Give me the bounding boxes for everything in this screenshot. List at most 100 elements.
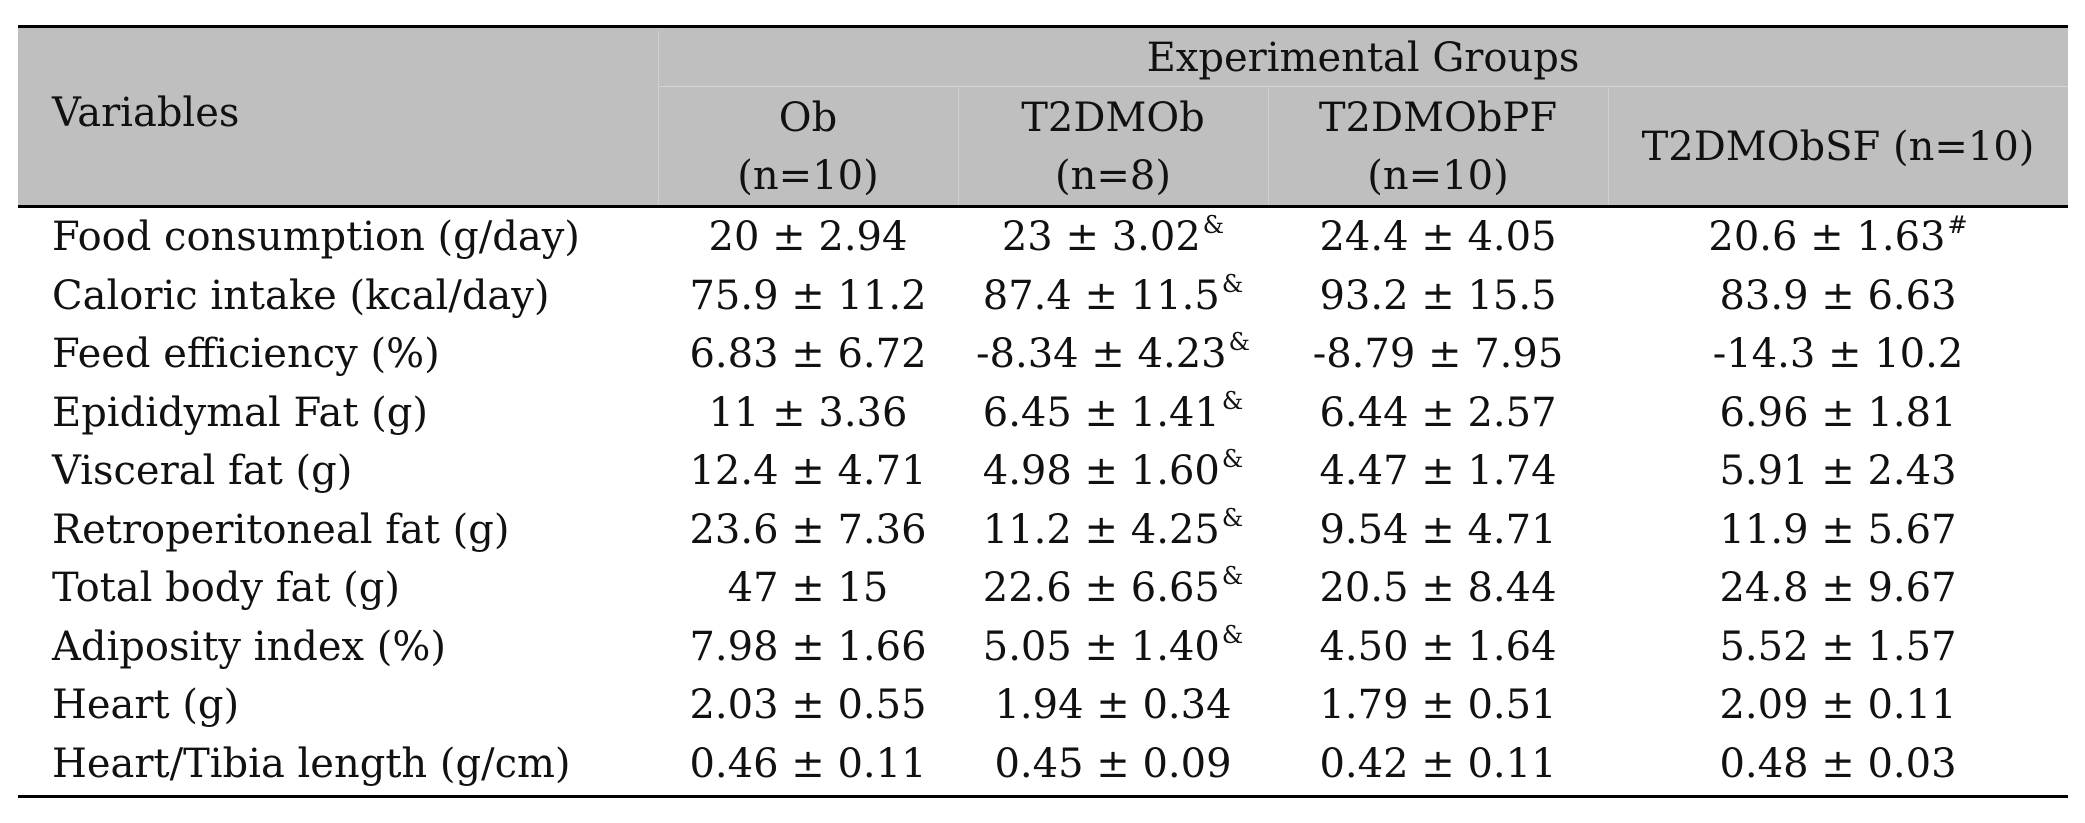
table-cell: 20.5 ± 8.44: [1268, 559, 1608, 618]
cell-value: 87.4 ± 11.5: [982, 272, 1220, 319]
table-top-rule: [18, 25, 2068, 28]
cell-value: 5.52 ± 1.57: [1719, 623, 1957, 670]
cell-value: 6.96 ± 1.81: [1719, 389, 1957, 436]
cell-value: 4.50 ± 1.64: [1319, 623, 1557, 670]
table-cell: 22.6 ± 6.65 &: [958, 559, 1268, 618]
table-cell: 6.44 ± 2.57: [1268, 384, 1608, 443]
table-cell: 0.45 ± 0.09: [958, 735, 1268, 794]
cell-value: 47 ± 15: [727, 565, 889, 612]
row-label: Heart/Tibia length (g/cm): [52, 740, 571, 787]
row-label: Food consumption (g/day): [52, 214, 580, 261]
table-cell: 1.79 ± 0.51: [1268, 676, 1608, 735]
significance-marker: &: [1221, 386, 1244, 415]
table-cell: 75.9 ± 11.2: [658, 267, 958, 326]
table-cell: 87.4 ± 11.5 &: [958, 267, 1268, 326]
row-label: Total body fat (g): [52, 565, 400, 612]
significance-marker: #: [1947, 211, 1968, 240]
column-divider: [958, 88, 959, 208]
table-row: Visceral fat (g) 12.4 ± 4.71 4.98 ± 1.60 & 4…: [18, 442, 2068, 501]
cell-value: 23.6 ± 7.36: [689, 506, 927, 553]
variables-header: Variables: [52, 90, 240, 136]
column-header-name: T2DMObPF: [1318, 95, 1558, 141]
cell-value: 6.44 ± 2.57: [1319, 389, 1557, 436]
column-header-t2dmob: T2DMOb (n=8): [958, 88, 1268, 206]
table-cell: 47 ± 15: [658, 559, 958, 618]
table-row: Heart/Tibia length (g/cm) 0.46 ± 0.11 0.45…: [18, 735, 2068, 794]
table-cell: 1.94 ± 0.34: [958, 676, 1268, 735]
experimental-groups-header: Experimental Groups: [1146, 35, 1580, 81]
cell-value: 2.03 ± 0.55: [689, 682, 927, 729]
table-cell: 4.98 ± 1.60 &: [958, 442, 1268, 501]
table-cell: 2.09 ± 0.11: [1608, 676, 2068, 735]
significance-marker: &: [1221, 562, 1244, 591]
table-cell: 5.91 ± 2.43: [1608, 442, 2068, 501]
cell-value: -14.3 ± 10.2: [1712, 331, 1964, 378]
cell-value: 1.79 ± 0.51: [1319, 682, 1557, 729]
cell-value: 11.9 ± 5.67: [1719, 506, 1957, 553]
table-cell: 83.9 ± 6.63: [1608, 267, 2068, 326]
row-label: Heart (g): [52, 682, 240, 729]
significance-marker: &: [1221, 620, 1244, 649]
table-cell: -8.79 ± 7.95: [1268, 325, 1608, 384]
row-label: Feed efficiency (%): [52, 331, 440, 378]
column-header-n: (n=8): [1055, 153, 1171, 199]
table-cell: 2.03 ± 0.55: [658, 676, 958, 735]
table-cell: -8.34 ± 4.23 &: [958, 325, 1268, 384]
table-cell: 9.54 ± 4.71: [1268, 501, 1608, 560]
column-header-n: (n=10): [737, 153, 879, 199]
cell-value: 20.6 ± 1.63: [1708, 214, 1946, 261]
table-cell: 11.2 ± 4.25 &: [958, 501, 1268, 560]
row-label: Visceral fat (g): [52, 448, 353, 495]
table-cell: 23.6 ± 7.36: [658, 501, 958, 560]
cell-value: 0.46 ± 0.11: [689, 740, 927, 787]
cell-value: 20.5 ± 8.44: [1319, 565, 1557, 612]
table-cell: 5.05 ± 1.40 &: [958, 618, 1268, 677]
cell-value: 24.4 ± 4.05: [1319, 214, 1557, 261]
row-label: Epididymal Fat (g): [52, 389, 428, 436]
row-label: Retroperitoneal fat (g): [52, 506, 510, 553]
significance-marker: &: [1221, 269, 1244, 298]
table-row: Epididymal Fat (g) 11 ± 3.36 6.45 ± 1.41 & 6…: [18, 384, 2068, 443]
cell-value: 0.45 ± 0.09: [994, 740, 1232, 787]
cell-value: 0.48 ± 0.03: [1719, 740, 1957, 787]
table-cell: 20.6 ± 1.63 #: [1608, 208, 2068, 267]
column-divider: [1268, 88, 1269, 208]
table-row: Heart (g) 2.03 ± 0.55 1.94 ± 0.34 1.79 ± 0.…: [18, 676, 2068, 735]
cell-value: 5.05 ± 1.40: [982, 623, 1220, 670]
column-header-n: (n=10): [1367, 153, 1509, 199]
table-cell: 12.4 ± 4.71: [658, 442, 958, 501]
cell-value: 23 ± 3.02: [1001, 214, 1201, 261]
significance-marker: &: [1228, 328, 1250, 357]
cell-value: -8.34 ± 4.23: [976, 331, 1227, 378]
cell-value: 9.54 ± 4.71: [1319, 506, 1557, 553]
significance-marker: &: [1221, 445, 1244, 474]
table-cell: 23 ± 3.02 &: [958, 208, 1268, 267]
table-cell: 0.46 ± 0.11: [658, 735, 958, 794]
column-header-name: T2DMObSF (n=10): [1641, 124, 2035, 170]
table-cell: 4.47 ± 1.74: [1268, 442, 1608, 501]
table-cell: 11 ± 3.36: [658, 384, 958, 443]
significance-marker: &: [1221, 503, 1244, 532]
cell-value: 1.94 ± 0.34: [994, 682, 1232, 729]
cell-value: 20 ± 2.94: [708, 214, 908, 261]
cell-value: 24.8 ± 9.67: [1719, 565, 1957, 612]
cell-value: -8.79 ± 7.95: [1312, 331, 1564, 378]
table-row: Food consumption (g/day) 20 ± 2.94 23 ± 3.…: [18, 208, 2068, 267]
table-cell: 0.42 ± 0.11: [1268, 735, 1608, 794]
table-cell: 11.9 ± 5.67: [1608, 501, 2068, 560]
table-cell: 24.8 ± 9.67: [1608, 559, 2068, 618]
cell-value: 2.09 ± 0.11: [1719, 682, 1957, 729]
row-label: Adiposity index (%): [52, 623, 447, 670]
table-cell: 6.96 ± 1.81: [1608, 384, 2068, 443]
cell-value: 75.9 ± 11.2: [689, 272, 927, 319]
table-row: Adiposity index (%) 7.98 ± 1.66 5.05 ± 1.4…: [18, 618, 2068, 677]
cell-value: 93.2 ± 15.5: [1319, 272, 1557, 319]
table-cell: 5.52 ± 1.57: [1608, 618, 2068, 677]
table-cell: 20 ± 2.94: [658, 208, 958, 267]
column-header-t2dmobsf: T2DMObSF (n=10): [1608, 88, 2068, 206]
cell-value: 83.9 ± 6.63: [1719, 272, 1957, 319]
cell-value: 7.98 ± 1.66: [689, 623, 927, 670]
cell-value: 6.45 ± 1.41: [982, 389, 1220, 436]
table-cell: -14.3 ± 10.2: [1608, 325, 2068, 384]
column-header-ob: Ob (n=10): [658, 88, 958, 206]
